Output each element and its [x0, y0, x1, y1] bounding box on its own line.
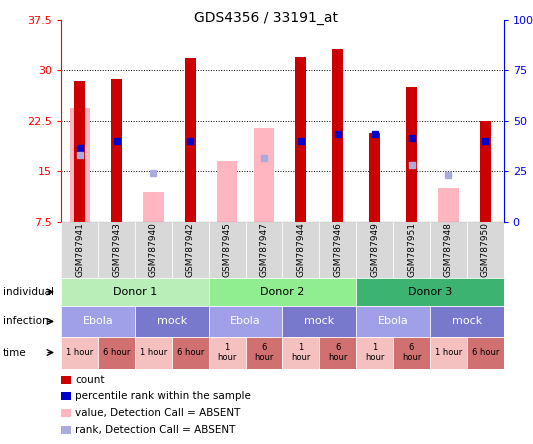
Bar — [356, 278, 504, 306]
Text: Donor 1: Donor 1 — [113, 287, 157, 297]
Bar — [135, 306, 209, 337]
Text: 1
hour: 1 hour — [291, 343, 311, 362]
Text: 1 hour: 1 hour — [66, 348, 93, 357]
Text: GSM787948: GSM787948 — [444, 222, 453, 277]
Bar — [172, 337, 209, 369]
Bar — [61, 376, 71, 384]
Bar — [209, 306, 282, 337]
Bar — [217, 162, 237, 222]
Bar — [61, 306, 135, 337]
Text: GSM787946: GSM787946 — [333, 222, 342, 277]
Bar — [406, 87, 417, 222]
Bar — [282, 337, 319, 369]
Bar — [61, 337, 98, 369]
Text: Ebola: Ebola — [83, 317, 114, 326]
Bar — [438, 188, 458, 222]
Text: 1
hour: 1 hour — [365, 343, 384, 362]
Text: Donor 3: Donor 3 — [408, 287, 452, 297]
Text: Ebola: Ebola — [378, 317, 408, 326]
Bar — [61, 278, 209, 306]
Bar — [135, 222, 172, 278]
Bar — [254, 128, 274, 222]
Text: 6
hour: 6 hour — [254, 343, 274, 362]
Text: 6 hour: 6 hour — [176, 348, 204, 357]
Bar — [332, 49, 343, 222]
Text: GSM787943: GSM787943 — [112, 222, 121, 277]
Text: 6
hour: 6 hour — [328, 343, 348, 362]
Bar — [430, 337, 467, 369]
Text: mock: mock — [304, 317, 335, 326]
Text: GSM787950: GSM787950 — [481, 222, 490, 277]
Bar — [319, 222, 356, 278]
Text: rank, Detection Call = ABSENT: rank, Detection Call = ABSENT — [75, 425, 236, 435]
Text: 6
hour: 6 hour — [402, 343, 421, 362]
Bar — [356, 222, 393, 278]
Bar — [467, 337, 504, 369]
Text: percentile rank within the sample: percentile rank within the sample — [75, 392, 251, 401]
Bar — [246, 337, 282, 369]
Text: GSM787944: GSM787944 — [296, 222, 305, 277]
Bar — [70, 107, 90, 222]
Text: 1 hour: 1 hour — [435, 348, 462, 357]
Bar — [282, 222, 319, 278]
Text: GSM787949: GSM787949 — [370, 222, 379, 277]
Text: 6 hour: 6 hour — [472, 348, 499, 357]
Bar — [61, 392, 71, 400]
Bar — [61, 222, 98, 278]
Text: GSM787947: GSM787947 — [260, 222, 269, 277]
Bar — [480, 121, 491, 222]
Bar — [356, 337, 393, 369]
Text: infection: infection — [3, 317, 49, 326]
Bar — [282, 306, 356, 337]
Text: GSM787942: GSM787942 — [186, 222, 195, 277]
Bar — [430, 306, 504, 337]
Bar — [61, 426, 71, 434]
Text: GDS4356 / 33191_at: GDS4356 / 33191_at — [195, 11, 338, 25]
Text: 6 hour: 6 hour — [103, 348, 130, 357]
Text: Donor 2: Donor 2 — [260, 287, 305, 297]
Bar — [209, 337, 246, 369]
Text: mock: mock — [451, 317, 482, 326]
Text: GSM787951: GSM787951 — [407, 222, 416, 277]
Text: 1
hour: 1 hour — [217, 343, 237, 362]
Bar — [98, 337, 135, 369]
Bar — [393, 222, 430, 278]
Bar — [209, 222, 246, 278]
Bar — [74, 81, 85, 222]
Text: value, Detection Call = ABSENT: value, Detection Call = ABSENT — [75, 408, 240, 418]
Bar — [356, 306, 430, 337]
Text: Ebola: Ebola — [230, 317, 261, 326]
Bar — [98, 222, 135, 278]
Bar — [185, 58, 196, 222]
Bar — [430, 222, 467, 278]
Text: individual: individual — [3, 287, 54, 297]
Bar — [319, 337, 356, 369]
Text: count: count — [75, 375, 104, 385]
Bar — [369, 133, 380, 222]
Text: GSM787945: GSM787945 — [223, 222, 232, 277]
Text: time: time — [3, 348, 26, 357]
Bar — [61, 409, 71, 417]
Bar — [246, 222, 282, 278]
Bar — [143, 192, 164, 222]
Bar — [172, 222, 209, 278]
Bar — [209, 278, 356, 306]
Text: GSM787940: GSM787940 — [149, 222, 158, 277]
Bar — [295, 57, 306, 222]
Text: GSM787941: GSM787941 — [75, 222, 84, 277]
Text: 1 hour: 1 hour — [140, 348, 167, 357]
Bar — [135, 337, 172, 369]
Text: mock: mock — [157, 317, 187, 326]
Bar — [467, 222, 504, 278]
Bar — [393, 337, 430, 369]
Bar — [111, 79, 122, 222]
